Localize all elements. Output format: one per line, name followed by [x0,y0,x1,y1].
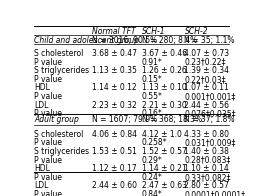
Text: 0.0001†0.0001‡: 0.0001†0.0001‡ [185,190,245,196]
Text: 2.23 ± 0.32: 2.23 ± 0.32 [92,101,137,110]
Text: P value: P value [34,156,62,165]
Text: 1.07 ± 0.11: 1.07 ± 0.11 [185,83,229,92]
Text: Adult group: Adult group [34,115,79,124]
Text: 0.23†0.22‡: 0.23†0.22‡ [185,58,226,67]
Text: HDL: HDL [34,83,50,92]
Text: P value: P value [34,173,62,182]
Text: 4.06 ± 0.84: 4.06 ± 0.84 [92,130,137,139]
Text: 0.076†0.035‡: 0.076†0.035‡ [185,109,236,118]
Text: 0.16*: 0.16* [142,109,162,118]
Text: 1.53 ± 0.51: 1.53 ± 0.51 [92,147,137,156]
Text: P value: P value [34,190,62,196]
Text: 2.47 ± 0.63: 2.47 ± 0.63 [142,181,187,191]
Text: 4.33 ± 0.80: 4.33 ± 0.80 [185,130,230,139]
Text: 0.24*: 0.24* [142,173,162,182]
Text: HDL: HDL [34,164,50,173]
Text: 0.28†0.083‡: 0.28†0.083‡ [185,156,231,165]
Text: Child and adolescent group: Child and adolescent group [34,36,139,45]
Text: 1.39 ± 0.34: 1.39 ± 0.34 [185,66,230,75]
Text: P value: P value [34,58,62,67]
Text: P value: P value [34,75,62,84]
Text: 1.40 ± 0.38: 1.40 ± 0.38 [185,147,229,156]
Text: 1.13 ± 0.10: 1.13 ± 0.10 [142,83,186,92]
Text: Normal TFT: Normal TFT [92,27,135,36]
Text: SCH-2: SCH-2 [185,27,208,36]
Text: S triglycerides: S triglycerides [34,147,89,156]
Text: N = 368; 18.3%: N = 368; 18.3% [142,115,202,124]
Text: 4.07 ± 0.73: 4.07 ± 0.73 [185,49,230,58]
Text: 3.67 ± 0.46: 3.67 ± 0.46 [142,49,187,58]
Text: N = 280; 8.4%: N = 280; 8.4% [142,36,197,45]
Text: 3.68 ± 0.47: 3.68 ± 0.47 [92,49,137,58]
Text: N = 3016; 90.5%: N = 3016; 90.5% [92,36,157,45]
Text: 1.52 ± 0.57: 1.52 ± 0.57 [142,147,187,156]
Text: 1.26 ± 0.26: 1.26 ± 0.26 [142,66,186,75]
Text: 0.91*: 0.91* [142,58,162,67]
Text: 0.001†0.001‡: 0.001†0.001‡ [185,92,236,101]
Text: 0.29*: 0.29* [142,156,162,165]
Text: LDL: LDL [34,101,49,110]
Text: LDL: LDL [34,181,49,191]
Text: 2.44 ± 0.60: 2.44 ± 0.60 [92,181,137,191]
Text: P value: P value [34,92,62,101]
Text: 0.84*: 0.84* [142,190,162,196]
Text: 4.12 ± 1.0: 4.12 ± 1.0 [142,130,181,139]
Text: S cholesterol: S cholesterol [34,49,84,58]
Text: 0.22†0.03‡: 0.22†0.03‡ [185,75,226,84]
Text: 1.10 ± 0.14: 1.10 ± 0.14 [185,164,229,173]
Text: 1.14 ± 0.21: 1.14 ± 0.21 [142,164,186,173]
Text: 0.258*: 0.258* [142,138,167,147]
Text: 0.33†0.082‡: 0.33†0.082‡ [185,173,231,182]
Text: 1.14 ± 0.12: 1.14 ± 0.12 [92,83,136,92]
Text: P value: P value [34,138,62,147]
Text: N = 1607; 79.9%: N = 1607; 79.9% [92,115,157,124]
Text: 0.031†0.009‡: 0.031†0.009‡ [185,138,236,147]
Text: 1.12 ± 0.17: 1.12 ± 0.17 [92,164,136,173]
Text: 2.21 ± 0.30: 2.21 ± 0.30 [142,101,186,110]
Text: 2.44 ± 0.56: 2.44 ± 0.56 [185,101,230,110]
Text: 1.13 ± 0.35: 1.13 ± 0.35 [92,66,137,75]
Text: S cholesterol: S cholesterol [34,130,84,139]
Text: SCH-1: SCH-1 [142,27,165,36]
Text: 0.15*: 0.15* [142,75,162,84]
Text: P value: P value [34,109,62,118]
Text: 2.80 ± 0.57: 2.80 ± 0.57 [185,181,229,191]
Text: N = 35; 1.1%: N = 35; 1.1% [185,36,235,45]
Text: 0.55*: 0.55* [142,92,162,101]
Text: S triglycerides: S triglycerides [34,66,89,75]
Text: N = 37; 1.8%: N = 37; 1.8% [185,115,235,124]
